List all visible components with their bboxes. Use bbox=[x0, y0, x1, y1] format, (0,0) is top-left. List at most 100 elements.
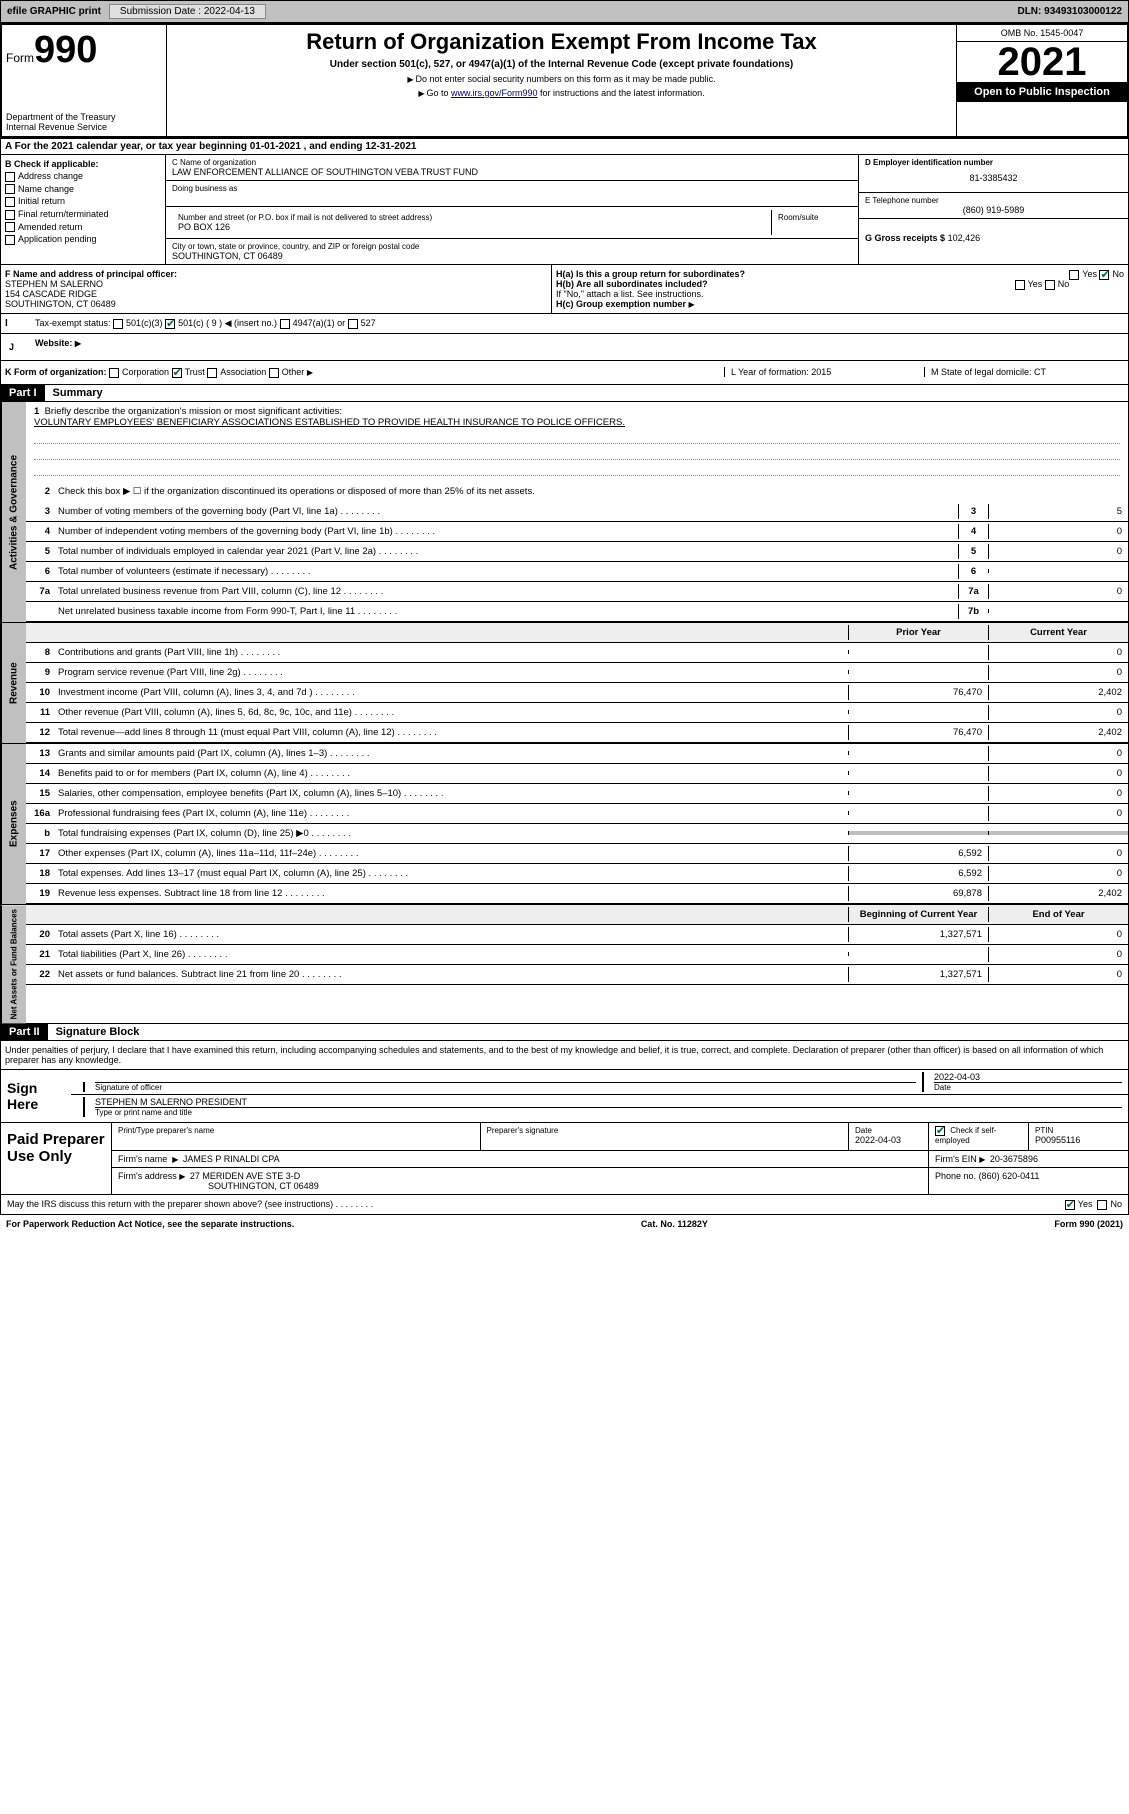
tax-year: 2021 bbox=[957, 42, 1127, 82]
ha-label: H(a) Is this a group return for subordin… bbox=[556, 269, 745, 279]
form-subtitle: Under section 501(c), 527, or 4947(a)(1)… bbox=[171, 59, 952, 70]
chk-other[interactable] bbox=[269, 368, 279, 378]
discuss-no[interactable] bbox=[1097, 1200, 1107, 1210]
dept-label: Department of the Treasury bbox=[6, 112, 162, 122]
sign-block: Sign Here Signature of officer 2022-04-0… bbox=[0, 1070, 1129, 1123]
part1-tag: Part I bbox=[1, 385, 45, 401]
sig-intro: Under penalties of perjury, I declare th… bbox=[0, 1041, 1129, 1070]
part2-header: Part II Signature Block bbox=[0, 1024, 1129, 1041]
ha-no[interactable] bbox=[1099, 270, 1109, 280]
line1-label: Briefly describe the organization's miss… bbox=[45, 406, 343, 417]
exp-section: Expenses 13Grants and similar amounts pa… bbox=[0, 744, 1129, 905]
dba-label: Doing business as bbox=[172, 184, 852, 193]
hc-label: H(c) Group exemption number bbox=[556, 299, 686, 309]
row-j: J Website: bbox=[0, 334, 1129, 361]
city-label: City or town, state or province, country… bbox=[172, 242, 852, 251]
year-formation: L Year of formation: 2015 bbox=[724, 367, 924, 377]
room-label: Room/suite bbox=[778, 213, 846, 222]
row-k: K Form of organization: Corporation Trus… bbox=[0, 361, 1129, 385]
chk-initial[interactable] bbox=[5, 197, 15, 207]
tab-revenue: Revenue bbox=[1, 623, 26, 743]
chk-4947[interactable] bbox=[280, 319, 290, 329]
tab-expenses: Expenses bbox=[1, 744, 26, 904]
state-domicile: M State of legal domicile: CT bbox=[924, 367, 1124, 377]
irs-link[interactable]: www.irs.gov/Form990 bbox=[451, 88, 538, 98]
tab-net: Net Assets or Fund Balances bbox=[1, 905, 26, 1023]
col-b-heading: B Check if applicable: bbox=[5, 159, 161, 169]
paid-label: Paid Preparer Use Only bbox=[1, 1123, 111, 1194]
chk-address[interactable] bbox=[5, 172, 15, 182]
part1-header: Part I Summary bbox=[0, 385, 1129, 402]
officer-label: F Name and address of principal officer: bbox=[5, 269, 547, 279]
sig-name: STEPHEN M SALERNO PRESIDENT bbox=[95, 1097, 1122, 1107]
chk-assoc[interactable] bbox=[207, 368, 217, 378]
officer-name: STEPHEN M SALERNO bbox=[5, 279, 547, 289]
hb-label: H(b) Are all subordinates included? bbox=[556, 279, 708, 289]
paid-block: Paid Preparer Use Only Print/Type prepar… bbox=[0, 1123, 1129, 1195]
officer-addr1: 154 CASCADE RIDGE bbox=[5, 289, 547, 299]
self-emp-check[interactable] bbox=[935, 1126, 948, 1135]
part2-tag: Part II bbox=[1, 1024, 48, 1040]
org-city: SOUTHINGTON, CT 06489 bbox=[172, 251, 852, 261]
hb-note: If "No," attach a list. See instructions… bbox=[556, 289, 1124, 299]
form-number: 990 bbox=[34, 29, 97, 72]
dln-label: DLN: 93493103000122 bbox=[1017, 6, 1122, 17]
hb-yes[interactable] bbox=[1015, 280, 1025, 290]
ha-yes[interactable] bbox=[1069, 270, 1079, 280]
name-label: C Name of organization bbox=[172, 158, 852, 167]
chk-amended[interactable] bbox=[5, 222, 15, 232]
chk-501c3[interactable] bbox=[113, 319, 123, 329]
ein-label: D Employer identification number bbox=[865, 158, 1122, 167]
chk-pending[interactable] bbox=[5, 235, 15, 245]
gross-label: G Gross receipts $ bbox=[865, 233, 945, 243]
footer-left: For Paperwork Reduction Act Notice, see … bbox=[6, 1219, 294, 1229]
col-b: B Check if applicable: Address change Na… bbox=[1, 155, 166, 264]
discuss-row: May the IRS discuss this return with the… bbox=[0, 1195, 1129, 1215]
footer-cat: Cat. No. 11282Y bbox=[641, 1219, 708, 1229]
net-section: Net Assets or Fund Balances Beginning of… bbox=[0, 905, 1129, 1024]
phone-value: (860) 919-5989 bbox=[865, 205, 1122, 215]
section-a: A For the 2021 calendar year, or tax yea… bbox=[0, 138, 1129, 155]
sig-date: 2022-04-03 bbox=[934, 1072, 1122, 1082]
tax-status-label: Tax-exempt status: bbox=[35, 318, 111, 328]
firm-ein: 20-3675896 bbox=[990, 1154, 1038, 1164]
col-end: End of Year bbox=[988, 907, 1128, 922]
submission-date[interactable]: Submission Date : 2022-04-13 bbox=[109, 4, 266, 19]
ein-value: 81-3385432 bbox=[865, 167, 1122, 189]
chk-final[interactable] bbox=[5, 210, 15, 220]
footer-right: Form 990 (2021) bbox=[1054, 1219, 1123, 1229]
chk-corp[interactable] bbox=[109, 368, 119, 378]
mission-text: VOLUNTARY EMPLOYEES' BENEFICIARY ASSOCIA… bbox=[34, 417, 1120, 428]
discuss-yes[interactable] bbox=[1065, 1200, 1075, 1210]
tab-governance: Activities & Governance bbox=[1, 402, 26, 622]
form-note2: Go to www.irs.gov/Form990 for instructio… bbox=[171, 88, 952, 98]
chk-527[interactable] bbox=[348, 319, 358, 329]
row-f-h: F Name and address of principal officer:… bbox=[0, 265, 1129, 314]
info-grid: B Check if applicable: Address change Na… bbox=[0, 155, 1129, 265]
form-org-label: K Form of organization: bbox=[5, 367, 107, 377]
gross-value: 102,426 bbox=[948, 233, 981, 243]
gov-section: Activities & Governance 1 Briefly descri… bbox=[0, 402, 1129, 623]
website-label: Website: bbox=[35, 338, 72, 348]
part2-title: Signature Block bbox=[48, 1024, 148, 1040]
chk-trust[interactable] bbox=[172, 368, 182, 378]
row-i: I Tax-exempt status: 501(c)(3) 501(c) ( … bbox=[0, 314, 1129, 334]
org-address: PO BOX 126 bbox=[178, 222, 765, 232]
col-prior: Prior Year bbox=[848, 625, 988, 640]
chk-501c[interactable] bbox=[165, 319, 175, 329]
chk-name[interactable] bbox=[5, 184, 15, 194]
hb-no[interactable] bbox=[1045, 280, 1055, 290]
part1-title: Summary bbox=[45, 385, 111, 401]
org-name: LAW ENFORCEMENT ALLIANCE OF SOUTHINGTON … bbox=[172, 167, 852, 177]
prep-name-label: Print/Type preparer's name bbox=[118, 1126, 474, 1135]
form-header: Form 990 Department of the Treasury Inte… bbox=[0, 23, 1129, 138]
col-begin: Beginning of Current Year bbox=[848, 907, 988, 922]
sig-officer-label: Signature of officer bbox=[95, 1082, 916, 1092]
firm-name: JAMES P RINALDI CPA bbox=[183, 1154, 280, 1164]
top-bar: efile GRAPHIC print Submission Date : 20… bbox=[0, 0, 1129, 23]
footer: For Paperwork Reduction Act Notice, see … bbox=[0, 1215, 1129, 1233]
form-word: Form bbox=[6, 51, 34, 65]
discuss-text: May the IRS discuss this return with the… bbox=[7, 1199, 333, 1209]
prep-sig-label: Preparer's signature bbox=[487, 1126, 843, 1135]
firm-phone: (860) 620-0411 bbox=[979, 1171, 1040, 1181]
